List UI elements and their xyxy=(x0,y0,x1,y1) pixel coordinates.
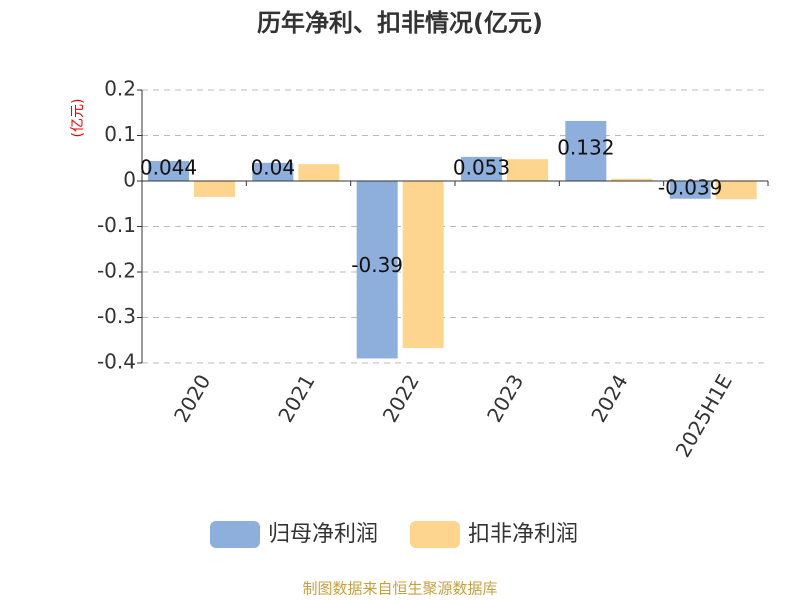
y-tick-label: -0.3 xyxy=(97,304,136,328)
x-tick-label: 2025H1E xyxy=(670,370,736,461)
data-label: -0.039 xyxy=(658,176,722,200)
y-tick-label: -0.1 xyxy=(97,213,136,237)
bar xyxy=(669,181,711,199)
x-tick-label: 2020 xyxy=(169,370,215,426)
bar xyxy=(402,181,444,348)
x-tick-label: 2021 xyxy=(273,370,319,426)
bar xyxy=(565,120,607,181)
bar xyxy=(715,181,757,200)
source-note: 制图数据来自恒生聚源数据库 xyxy=(302,580,497,598)
x-tick-label: 2024 xyxy=(586,370,632,426)
data-label: 0.132 xyxy=(557,136,614,160)
data-label: 0.044 xyxy=(140,156,197,180)
y-tick-label: 0.2 xyxy=(104,77,136,101)
data-label: -0.39 xyxy=(351,253,403,277)
chart-title: 历年净利、扣非情况(亿元) xyxy=(257,9,543,37)
x-tick-label: 2023 xyxy=(482,370,528,426)
bar xyxy=(148,160,189,181)
bar xyxy=(252,162,294,181)
bar xyxy=(356,181,398,359)
bar xyxy=(461,156,502,181)
y-tick-label: -0.2 xyxy=(97,259,136,283)
bar xyxy=(507,159,548,181)
bar xyxy=(194,181,235,197)
data-label: 0.04 xyxy=(251,156,296,180)
legend-label: 扣非净利润 xyxy=(468,522,578,547)
bar xyxy=(298,164,340,181)
x-tick-label: 2022 xyxy=(378,370,424,426)
y-tick-label: 0.1 xyxy=(104,122,136,146)
data-label: 0.053 xyxy=(453,156,510,180)
y-axis-label: (亿元) xyxy=(70,99,86,138)
legend-label: 归母净利润 xyxy=(268,522,378,547)
bar xyxy=(611,178,653,181)
legend-swatch xyxy=(410,521,460,548)
y-tick-label: -0.4 xyxy=(97,350,136,374)
y-tick-label: 0 xyxy=(123,168,136,192)
legend-swatch xyxy=(210,521,260,548)
